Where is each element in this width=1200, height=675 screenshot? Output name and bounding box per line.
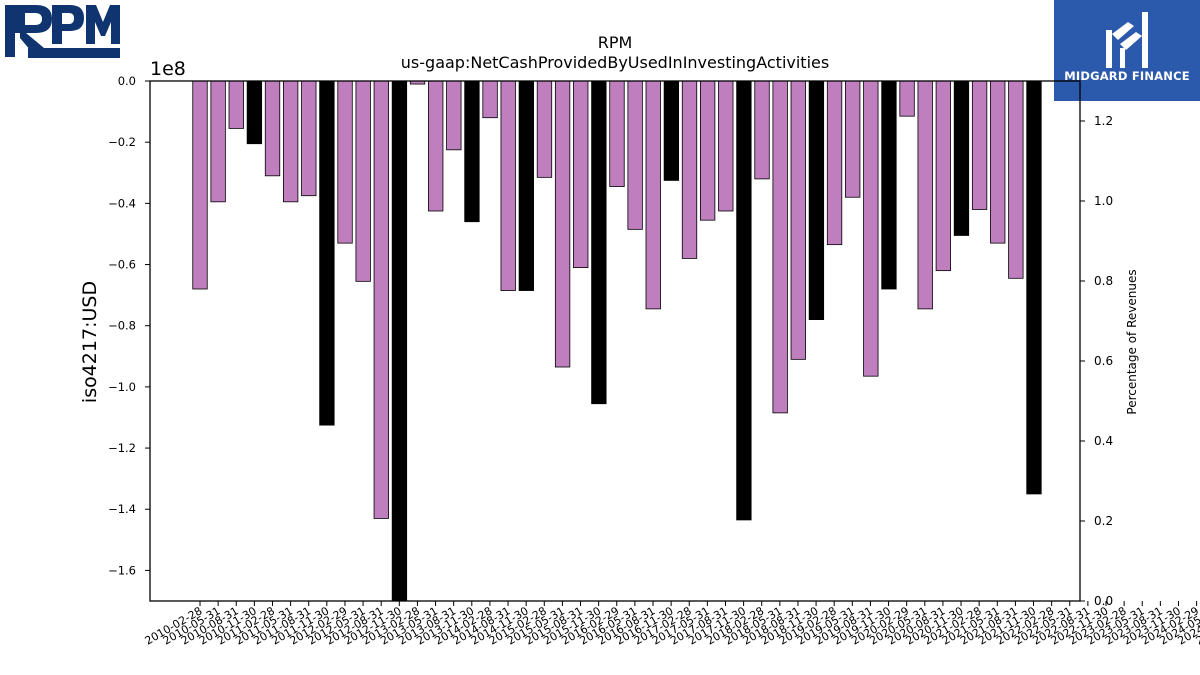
bar bbox=[790, 80, 806, 360]
y-tick-label: −1.0 bbox=[108, 380, 136, 394]
bar bbox=[210, 80, 226, 203]
y-offset-label: 1e8 bbox=[150, 58, 186, 80]
y2-tick-label: 1.0 bbox=[1094, 194, 1113, 208]
y2-axis-label: Percentage of Revenues bbox=[1125, 269, 1139, 414]
y-axis-label: iso4217:USD bbox=[79, 281, 101, 403]
bar bbox=[772, 80, 788, 414]
bar bbox=[482, 80, 498, 119]
bar bbox=[301, 80, 317, 197]
bar bbox=[971, 80, 988, 210]
bar bbox=[554, 80, 571, 368]
midgard-finance-wordmark: MIDGARD FINANCE bbox=[1064, 69, 1190, 83]
bar bbox=[699, 80, 716, 221]
y-tick-label: −0.4 bbox=[108, 196, 136, 210]
bar bbox=[845, 80, 861, 198]
bar bbox=[627, 80, 643, 230]
bar bbox=[808, 80, 825, 320]
bar bbox=[337, 80, 353, 244]
bar bbox=[663, 80, 680, 181]
bar bbox=[881, 80, 897, 290]
midgard-finance-logo: MIDGARD FINANCE bbox=[1054, 0, 1200, 101]
bar bbox=[863, 80, 879, 377]
bar bbox=[282, 80, 299, 203]
y-tick-label: −1.2 bbox=[108, 441, 136, 455]
bar bbox=[935, 80, 951, 272]
bar bbox=[355, 80, 371, 282]
y2-tick-label: 0.8 bbox=[1094, 274, 1113, 288]
y2-tick-label: 0.2 bbox=[1094, 514, 1113, 528]
y-tick-label: −1.6 bbox=[108, 563, 136, 577]
y2-tick-label: 1.2 bbox=[1094, 114, 1113, 128]
bar bbox=[319, 80, 335, 426]
bar bbox=[754, 80, 770, 180]
chart-title: RPM bbox=[598, 33, 633, 52]
bar bbox=[192, 80, 208, 290]
bar bbox=[826, 80, 843, 246]
bar bbox=[573, 80, 589, 268]
bar bbox=[718, 80, 734, 212]
bar bbox=[953, 80, 970, 236]
y2-tick-label: 0.6 bbox=[1094, 354, 1113, 368]
bar bbox=[899, 80, 915, 117]
bar bbox=[990, 80, 1006, 244]
y-tick-label: −0.8 bbox=[108, 319, 136, 333]
rpm-logo bbox=[0, 0, 125, 64]
bar bbox=[609, 80, 625, 187]
y2-tick-label: 0.4 bbox=[1094, 434, 1113, 448]
bar bbox=[1026, 80, 1042, 495]
y-tick-label: −0.6 bbox=[108, 258, 136, 272]
bar bbox=[681, 80, 698, 259]
plot-frame bbox=[149, 80, 1081, 602]
bar bbox=[917, 80, 933, 310]
y-tick-label: 0.0 bbox=[118, 74, 136, 88]
y-tick-label: −0.2 bbox=[108, 135, 136, 149]
y2-tick-label: 0.0 bbox=[1094, 594, 1113, 608]
bar bbox=[591, 80, 607, 405]
bar bbox=[391, 80, 408, 602]
y-tick-label: −1.4 bbox=[108, 502, 136, 516]
bar bbox=[536, 80, 553, 178]
bar bbox=[645, 80, 661, 310]
bar bbox=[464, 80, 480, 223]
bar bbox=[1008, 80, 1024, 279]
bar bbox=[736, 80, 752, 521]
bar bbox=[228, 80, 244, 129]
bar bbox=[446, 80, 462, 151]
bar bbox=[246, 80, 263, 145]
chart-subtitle: us-gaap:NetCashProvidedByUsedInInvesting… bbox=[401, 53, 829, 72]
midgard-emblem-icon bbox=[1106, 12, 1148, 68]
bar bbox=[518, 80, 534, 291]
bar bbox=[428, 80, 444, 212]
bar bbox=[500, 80, 516, 291]
bar bbox=[373, 80, 389, 519]
bar bbox=[264, 80, 281, 177]
